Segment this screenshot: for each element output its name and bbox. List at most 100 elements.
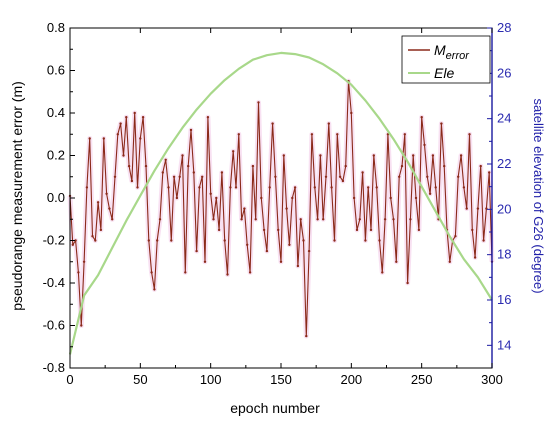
data-point-merror [99,228,103,232]
data-point-merror [443,164,446,168]
y-left-tick-label: 0.2 [47,148,65,163]
data-point-merror [184,271,187,274]
data-point-merror [133,111,136,115]
data-point-merror [471,228,474,232]
data-point-merror [352,196,356,200]
data-point-merror [125,116,128,119]
data-point-merror [116,133,120,136]
data-point-merror [271,122,274,125]
x-tick-label: 150 [270,372,292,387]
x-tick-label: 250 [411,372,433,387]
data-point-merror [367,186,370,189]
data-point-merror [251,164,255,168]
data-point-merror [448,260,451,263]
y-right-tick-label: 26 [497,65,511,80]
data-point-merror [330,186,333,189]
y-right-tick-label: 18 [497,247,511,262]
data-point-merror [468,133,471,136]
data-point-merror [203,260,207,263]
data-point-merror [226,273,229,276]
data-point-merror [333,239,336,242]
data-point-merror [395,260,398,263]
data-point-merror [80,324,83,327]
data-point-merror [170,239,173,242]
data-point-merror [482,239,485,242]
data-point-merror [293,186,297,189]
data-point-merror [77,271,80,274]
data-point-merror [485,207,488,210]
legend-ele-label: Ele [434,65,454,81]
data-point-merror [111,218,114,221]
data-point-merror [369,228,373,232]
y-axis-left-title: pseudorange measurement error (m) [9,81,25,311]
x-tick-label: 200 [340,372,362,387]
y-left-tick-label: -0.2 [43,233,65,248]
data-point-merror [277,228,280,232]
data-point-merror [375,186,378,189]
data-point-merror [440,122,443,125]
data-point-merror [414,196,418,200]
data-point-merror [108,207,111,210]
data-point-merror [265,249,269,253]
y-right-tick-label: 28 [497,20,511,35]
data-point-merror [217,228,221,232]
axes-layer: 0 50 100 150 200 250 300 -0.8 -0.6 -0.4 -0.2 0.0 0.2… [43,20,512,387]
data-point-merror [372,154,375,157]
data-point-merror [322,218,325,221]
data-point-merror [94,239,97,242]
x-tick-label: 300 [481,372,503,387]
data-point-merror [220,171,224,174]
data-point-merror [127,164,131,168]
data-point-merror [82,260,86,263]
data-point-merror [243,207,246,210]
data-point-merror [428,192,432,195]
data-point-merror [119,122,122,125]
data-point-merror [479,164,482,168]
y-left-tick-label: 0.0 [47,190,65,205]
data-point-merror [181,154,184,157]
y-left-tick-label: 0.6 [47,63,65,78]
data-point-merror [268,186,271,189]
data-point-merror [206,116,210,119]
data-point-merror [398,175,401,178]
data-point-merror [164,158,167,161]
data-point-merror [201,175,204,178]
data-point-merror [291,196,294,200]
data-point-merror [344,164,347,168]
data-point-merror [223,239,226,242]
data-point-merror [389,196,392,200]
data-point-merror [189,128,193,132]
data-point-merror [113,175,117,178]
data-point-merror [285,207,288,210]
data-point-merror [299,218,302,221]
series-layer [67,51,495,355]
data-point-merror [237,133,240,136]
data-point-merror [144,164,148,168]
data-point-merror [130,179,134,183]
legend: Merror Ele [401,35,491,84]
data-point-merror [465,207,468,210]
data-point-merror [296,264,300,268]
data-point-merror [254,218,257,221]
data-point-merror [234,186,238,189]
data-point-merror [426,175,429,178]
data-point-merror [454,235,457,238]
data-point-merror [488,171,491,174]
data-point-merror [175,196,179,200]
x-tick-label: 50 [133,372,147,387]
data-point-merror [305,334,308,338]
data-point-merror [274,175,277,178]
data-point-merror [310,133,314,136]
y-right-tick-label: 22 [497,156,511,171]
data-point-merror [358,218,361,221]
y-right-tick-label: 16 [497,292,511,307]
data-point-merror [192,171,195,174]
y-left-tick-label: 0.4 [47,105,65,120]
data-point-merror [187,164,190,168]
data-point-merror [336,133,339,136]
y-right-tick-label: 20 [497,201,511,216]
y-right-tick-label: 24 [497,111,511,126]
data-point-merror [406,281,409,285]
